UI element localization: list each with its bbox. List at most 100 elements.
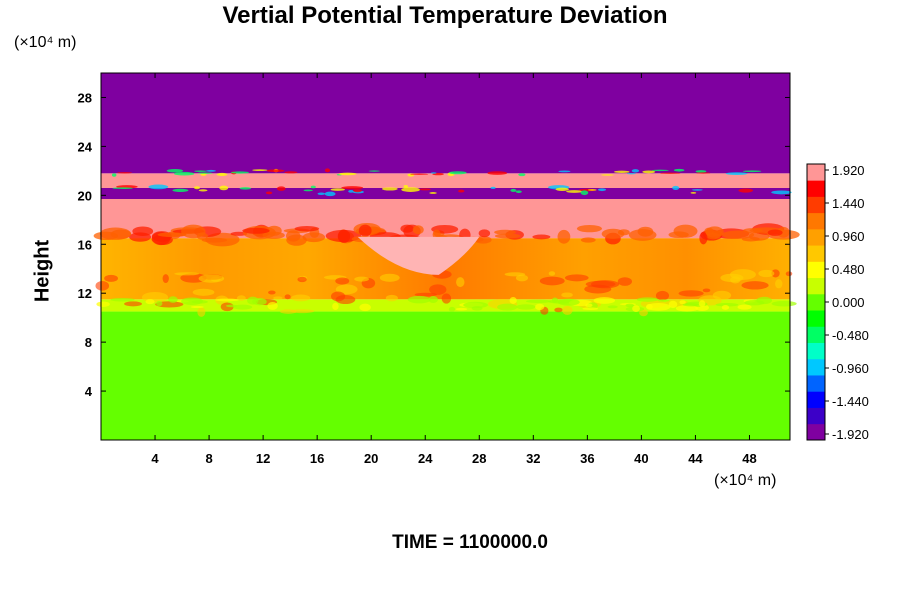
boundary-texture bbox=[458, 189, 465, 193]
colorbar-swatch bbox=[807, 326, 825, 343]
warm-turbulence bbox=[284, 294, 291, 300]
boundary-texture bbox=[632, 305, 640, 313]
boundary-texture bbox=[190, 305, 204, 309]
red-turbulence bbox=[741, 236, 760, 242]
x-axis-unit: (×10⁴ m) bbox=[714, 472, 777, 489]
boundary-texture bbox=[401, 187, 421, 193]
boundary-texture bbox=[463, 301, 488, 309]
warm-turbulence bbox=[385, 294, 398, 302]
boundary-texture bbox=[276, 186, 286, 191]
red-turbulence bbox=[532, 234, 551, 240]
boundary-texture bbox=[348, 190, 354, 193]
boundary-texture bbox=[410, 173, 429, 175]
colorbar-label: -0.480 bbox=[832, 328, 869, 343]
boundary-texture bbox=[587, 189, 597, 191]
boundary-texture bbox=[646, 302, 671, 311]
colorbar-label: 1.440 bbox=[832, 196, 865, 211]
boundary-texture bbox=[332, 302, 339, 311]
warm-turbulence bbox=[562, 305, 573, 315]
colorbar-swatch bbox=[807, 261, 825, 279]
x-tick-label: 20 bbox=[364, 451, 378, 466]
boundary-texture bbox=[341, 186, 364, 190]
boundary-texture bbox=[232, 304, 253, 310]
warm-turbulence bbox=[515, 274, 529, 282]
warm-turbulence bbox=[95, 281, 110, 291]
boundary-texture bbox=[265, 191, 273, 195]
colorbar-swatch bbox=[807, 375, 825, 392]
red-turbulence bbox=[601, 228, 625, 239]
warm-turbulence bbox=[554, 307, 563, 313]
x-tick-label: 4 bbox=[151, 451, 159, 466]
boundary-texture bbox=[672, 185, 680, 190]
heatmap-field bbox=[93, 72, 800, 441]
boundary-texture bbox=[330, 188, 345, 191]
boundary-texture bbox=[168, 296, 178, 303]
warm-turbulence bbox=[236, 295, 246, 301]
red-turbulence bbox=[358, 224, 372, 237]
warm-turbulence bbox=[720, 273, 744, 283]
boundary-texture bbox=[215, 298, 239, 302]
boundary-texture bbox=[742, 170, 762, 173]
boundary-texture bbox=[631, 169, 640, 173]
boundary-texture bbox=[625, 303, 635, 308]
colorbar-label: 0.960 bbox=[832, 229, 865, 244]
colorbar-label: -0.960 bbox=[832, 361, 869, 376]
boundary-texture bbox=[317, 192, 326, 196]
boundary-texture bbox=[96, 301, 110, 307]
warm-turbulence bbox=[273, 296, 283, 300]
boundary-texture bbox=[172, 188, 189, 192]
red-turbulence bbox=[576, 224, 602, 233]
red-turbulence bbox=[110, 229, 132, 239]
warm-turbulence bbox=[330, 291, 346, 302]
pink-intrusion bbox=[357, 236, 480, 275]
boundary-texture bbox=[721, 305, 730, 310]
warm-turbulence bbox=[561, 292, 573, 298]
field-layer bbox=[101, 73, 790, 174]
boundary-texture bbox=[197, 172, 213, 174]
x-tick-label: 24 bbox=[418, 451, 433, 466]
boundary-texture bbox=[359, 303, 371, 312]
boundary-texture bbox=[626, 173, 636, 175]
boundary-texture bbox=[696, 172, 711, 174]
colorbar-swatch bbox=[807, 293, 825, 311]
red-turbulence bbox=[478, 229, 491, 238]
red-turbulence bbox=[721, 230, 755, 239]
boundary-texture bbox=[284, 171, 298, 174]
y-tick-label: 16 bbox=[78, 237, 92, 252]
red-turbulence bbox=[266, 225, 282, 236]
boundary-texture bbox=[497, 303, 518, 311]
warm-turbulence bbox=[741, 281, 769, 290]
chart-title: Vertial Potential Temperature Deviation bbox=[222, 2, 668, 29]
boundary-texture bbox=[516, 304, 536, 310]
boundary-texture bbox=[555, 187, 569, 191]
boundary-texture bbox=[593, 297, 616, 304]
boundary-texture bbox=[526, 299, 552, 304]
boundary-texture bbox=[580, 190, 589, 196]
boundary-texture bbox=[216, 172, 228, 176]
red-turbulence bbox=[412, 225, 424, 235]
colorbar-swatch bbox=[807, 342, 825, 360]
red-turbulence bbox=[157, 232, 187, 238]
colorbar-swatch bbox=[807, 245, 825, 262]
boundary-texture bbox=[230, 171, 250, 174]
x-tick-label: 32 bbox=[526, 451, 540, 466]
warm-turbulence bbox=[775, 279, 783, 289]
boundary-texture bbox=[771, 300, 797, 307]
warm-turbulence bbox=[192, 288, 215, 296]
warm-turbulence bbox=[379, 273, 400, 282]
time-label: TIME = 1100000.0 bbox=[392, 532, 548, 553]
boundary-texture bbox=[310, 185, 316, 189]
y-tick-label: 12 bbox=[78, 286, 92, 301]
y-tick-label: 28 bbox=[78, 90, 92, 105]
boundary-texture bbox=[324, 191, 336, 197]
x-tick-label: 8 bbox=[205, 451, 212, 466]
warm-turbulence bbox=[297, 276, 307, 283]
warm-turbulence bbox=[441, 293, 452, 304]
warm-turbulence bbox=[678, 290, 704, 297]
colorbar-swatch bbox=[807, 310, 825, 327]
boundary-texture bbox=[646, 303, 653, 310]
colorbar-swatch bbox=[807, 391, 825, 408]
colorbar-label: 0.000 bbox=[832, 295, 865, 310]
colorbar-swatch bbox=[807, 164, 825, 181]
